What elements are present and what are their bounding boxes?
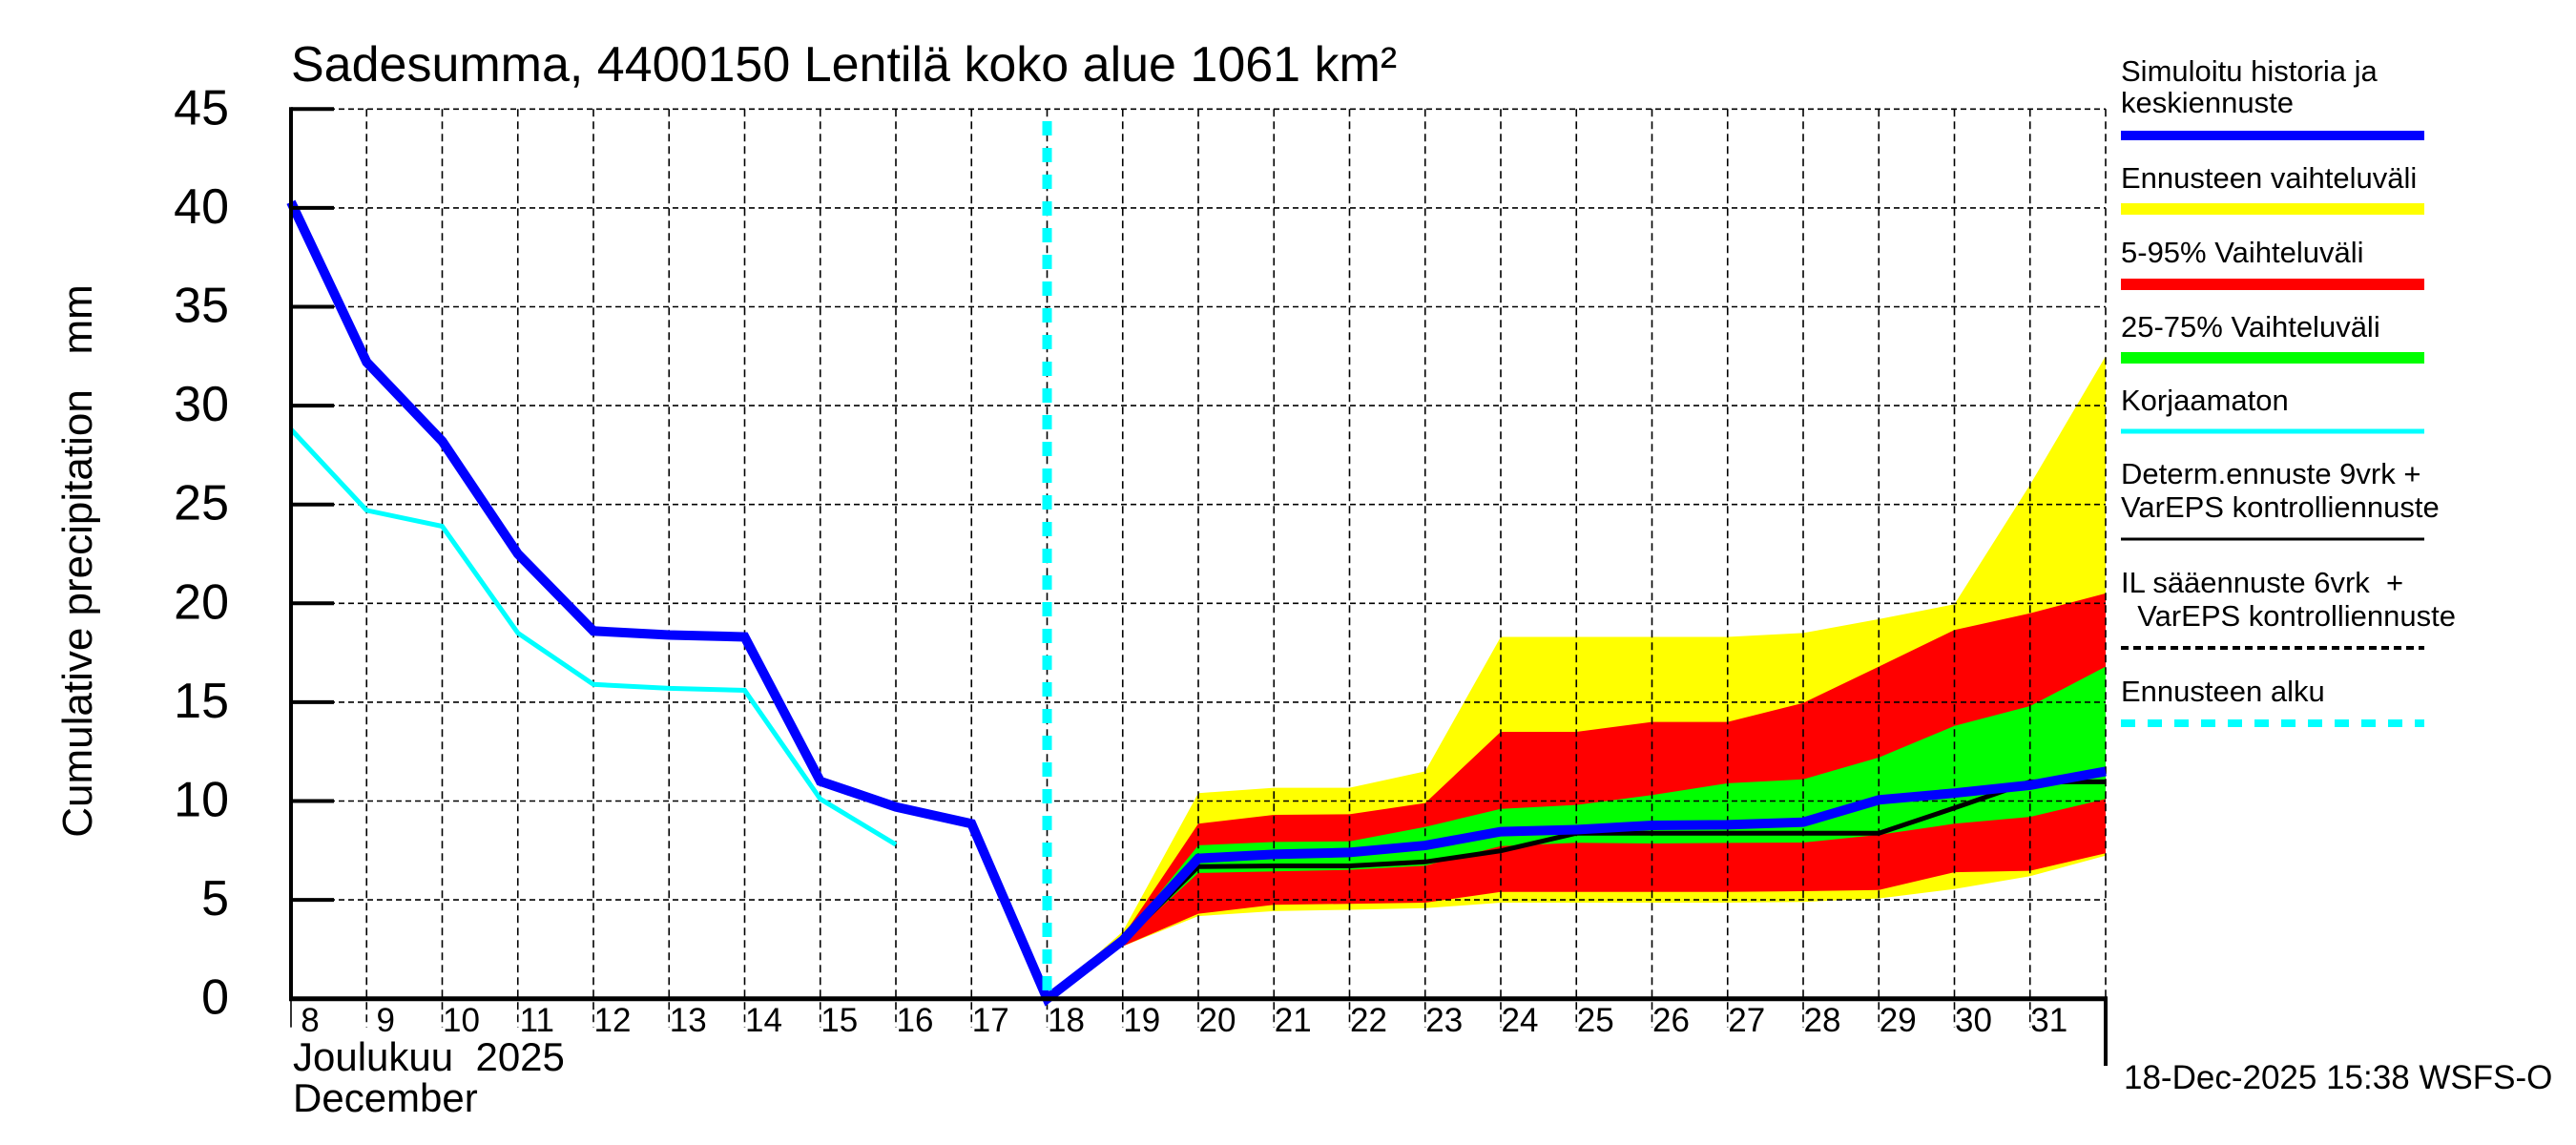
x-tick-label: 26 [1652,1002,1690,1039]
x-tick-label: 23 [1425,1002,1463,1039]
x-tick-label: 18 [1048,1002,1085,1039]
legend-label: keskiennuste [2121,86,2294,119]
legend-label: Determ.ennuste 9vrk + [2121,457,2420,490]
legend-item: Ennusteen vaihteluväli [2121,161,2424,215]
x-tick-label: 17 [972,1002,1009,1039]
x-tick-label: 27 [1728,1002,1765,1039]
x-tick-label: 16 [897,1002,934,1039]
axes [289,107,2108,1066]
chart-title: Sadesumma, 4400150 Lentilä koko alue 106… [291,37,1397,93]
legend-label: Simuloitu historia ja [2121,54,2379,88]
y-tick-label: 5 [201,871,229,926]
x-axis-month-label: Joulukuu 2025 [293,1034,565,1079]
x-tick-label: 25 [1577,1002,1614,1039]
y-tick-label: 40 [174,179,229,235]
y-tick-label: 45 [174,80,229,135]
legend-label: 5-95% Vaihteluväli [2121,236,2363,269]
x-tick-labels: 8 9 10 11 12 13 14 15 16 17 18 19 20 21 22 23 24 25 26 27 28… [301,1002,2067,1039]
x-tick-label: 12 [594,1002,632,1039]
legend-label: Korjaamaton [2121,384,2289,417]
x-tick-label: 28 [1804,1002,1841,1039]
x-tick-label: 21 [1275,1002,1312,1039]
line-korjaamaton [289,427,898,847]
x-tick-label: 22 [1350,1002,1387,1039]
y-tick-label: 10 [174,773,229,828]
x-tick-label: 29 [1880,1002,1917,1039]
x-tick-label: 15 [821,1002,858,1039]
legend-item: Korjaamaton [2121,384,2424,434]
grid [291,108,2107,1028]
y-tick-label: 0 [201,970,229,1026]
legend-label: 25-75% Vaihteluväli [2121,310,2380,344]
y-tick-label: 20 [174,574,229,630]
x-tick-label: 10 [443,1002,480,1039]
x-tick-label: 19 [1123,1002,1160,1039]
legend-label: VarEPS kontrolliennuste [2121,490,2440,524]
y-axis-label: Cumulative precipitation mm [54,284,101,838]
x-tick-label: 8 [301,1002,319,1039]
forecast-bands [1047,356,2106,999]
y-tick-label: 25 [174,476,229,531]
x-tick-label: 11 [520,1002,554,1039]
line-simulated-history [286,199,2107,1007]
series-lines [286,121,2107,1007]
legend-label: IL sääennuste 6vrk + [2121,566,2403,599]
legend-item: Ennusteen alku [2121,675,2424,727]
y-tick-label: 15 [174,674,229,729]
x-tick-label: 24 [1502,1002,1539,1039]
legend-label: Ennusteen alku [2121,675,2325,708]
y-tick-label: 35 [174,279,229,334]
x-tick-label: 20 [1199,1002,1236,1039]
x-tick-label: 14 [745,1002,782,1039]
y-tick-labels: 0 5 10 15 20 25 30 35 40 45 [174,80,229,1025]
x-tick-label: 30 [1955,1002,1992,1039]
legend-item: IL sääennuste 6vrk + VarEPS kontrollienn… [2121,566,2456,650]
x-tick-label: 31 [2030,1002,2067,1039]
legend-label: VarEPS kontrolliennuste [2121,599,2456,633]
y-tick-label: 30 [174,377,229,432]
x-tick-label: 13 [670,1002,707,1039]
legend-item: Determ.ennuste 9vrk +VarEPS kontrollienn… [2121,457,2440,541]
legend-item: 25-75% Vaihteluväli [2121,310,2424,364]
x-tick-label: 9 [377,1002,395,1039]
legend-label: Ennusteen vaihteluväli [2121,161,2417,195]
x-axis-month-english-label: December [293,1075,478,1120]
timestamp: 18-Dec-2025 15:38 WSFS-O [2124,1059,2552,1096]
legend-item: 5-95% Vaihteluväli [2121,236,2424,290]
